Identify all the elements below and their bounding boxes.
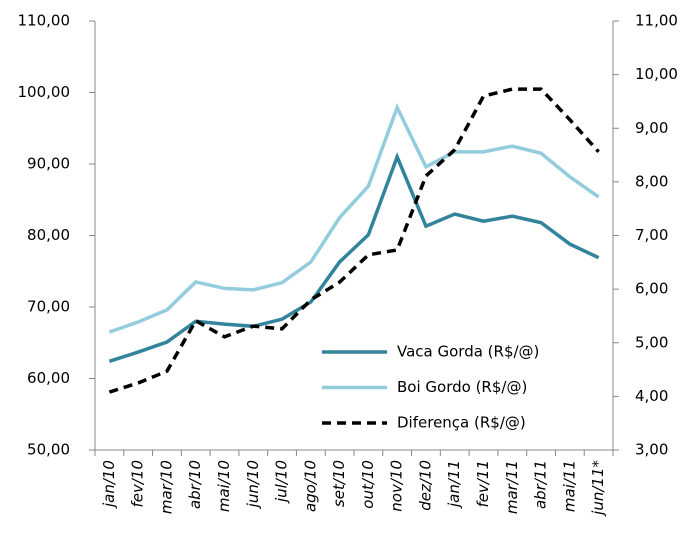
y2-tick-label: 6,00 <box>635 280 668 298</box>
x-tick-label: mar/10 <box>157 460 175 514</box>
y2-tick-label: 9,00 <box>635 119 668 137</box>
y-tick-label: 110,00 <box>18 12 71 30</box>
x-tick-label: ago/10 <box>301 460 319 512</box>
y2-tick-label: 10,00 <box>635 65 678 83</box>
legend-label: Diferença (R$/@) <box>397 414 526 432</box>
x-tick-label: set/10 <box>330 460 348 507</box>
x-tick-label: dez/10 <box>416 460 434 511</box>
x-tick-label: jul/10 <box>273 460 291 504</box>
y2-tick-label: 7,00 <box>635 226 668 244</box>
x-tick-label: fev/11 <box>474 460 492 508</box>
x-tick-label: abr/11 <box>532 460 550 509</box>
y-tick-label: 70,00 <box>27 298 70 316</box>
x-tick-label: mai/10 <box>215 460 233 512</box>
x-tick-label: abr/10 <box>186 460 204 509</box>
x-tick-label: fev/10 <box>129 460 147 508</box>
legend-label: Vaca Gorda (R$/@) <box>397 343 539 361</box>
x-tick-label: jan/11 <box>445 460 463 509</box>
x-tick-label: mai/11 <box>560 460 578 512</box>
x-tick-label: jun/11* <box>589 460 607 517</box>
series-line <box>108 152 600 364</box>
x-tick-label: out/10 <box>359 460 377 509</box>
y-tick-label: 50,00 <box>27 441 70 459</box>
y2-tick-label: 4,00 <box>635 387 668 405</box>
y-tick-label: 100,00 <box>18 83 71 101</box>
y2-tick-label: 3,00 <box>635 441 668 459</box>
y-tick-label: 60,00 <box>27 369 70 387</box>
series-line <box>108 103 600 334</box>
y2-tick-label: 8,00 <box>635 172 668 190</box>
x-tick-label: jan/10 <box>100 460 118 509</box>
y-tick-label: 90,00 <box>27 155 70 173</box>
series-line <box>108 87 600 394</box>
x-tick-label: nov/10 <box>388 460 406 512</box>
legend-label: Boi Gordo (R$/@) <box>397 378 527 396</box>
y2-tick-label: 11,00 <box>635 12 678 30</box>
x-tick-label: jun/10 <box>244 460 262 509</box>
y-tick-label: 80,00 <box>27 226 70 244</box>
y2-tick-label: 5,00 <box>635 333 668 351</box>
x-tick-label: mar/11 <box>503 460 521 514</box>
